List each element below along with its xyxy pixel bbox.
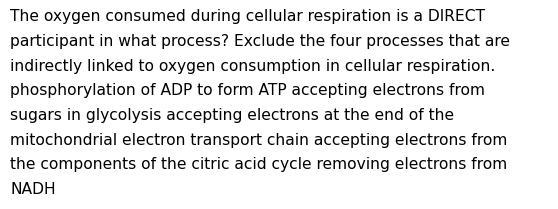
Text: NADH: NADH [10,182,56,197]
Text: the components of the citric acid cycle removing electrons from: the components of the citric acid cycle … [10,157,507,172]
Text: participant in what process? Exclude the four processes that are: participant in what process? Exclude the… [10,34,510,49]
Text: indirectly linked to oxygen consumption in cellular respiration.: indirectly linked to oxygen consumption … [10,59,496,74]
Text: phosphorylation of ADP to form ATP accepting electrons from: phosphorylation of ADP to form ATP accep… [10,83,485,98]
Text: mitochondrial electron transport chain accepting electrons from: mitochondrial electron transport chain a… [10,133,507,148]
Text: The oxygen consumed during cellular respiration is a DIRECT: The oxygen consumed during cellular resp… [10,9,485,24]
Text: sugars in glycolysis accepting electrons at the end of the: sugars in glycolysis accepting electrons… [10,108,454,123]
